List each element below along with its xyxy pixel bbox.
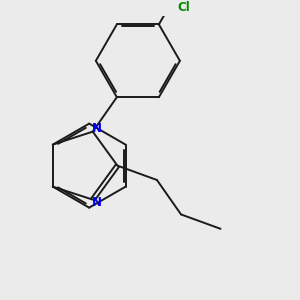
Text: N: N	[92, 196, 102, 209]
Text: Cl: Cl	[178, 1, 190, 14]
Text: N: N	[92, 122, 102, 135]
